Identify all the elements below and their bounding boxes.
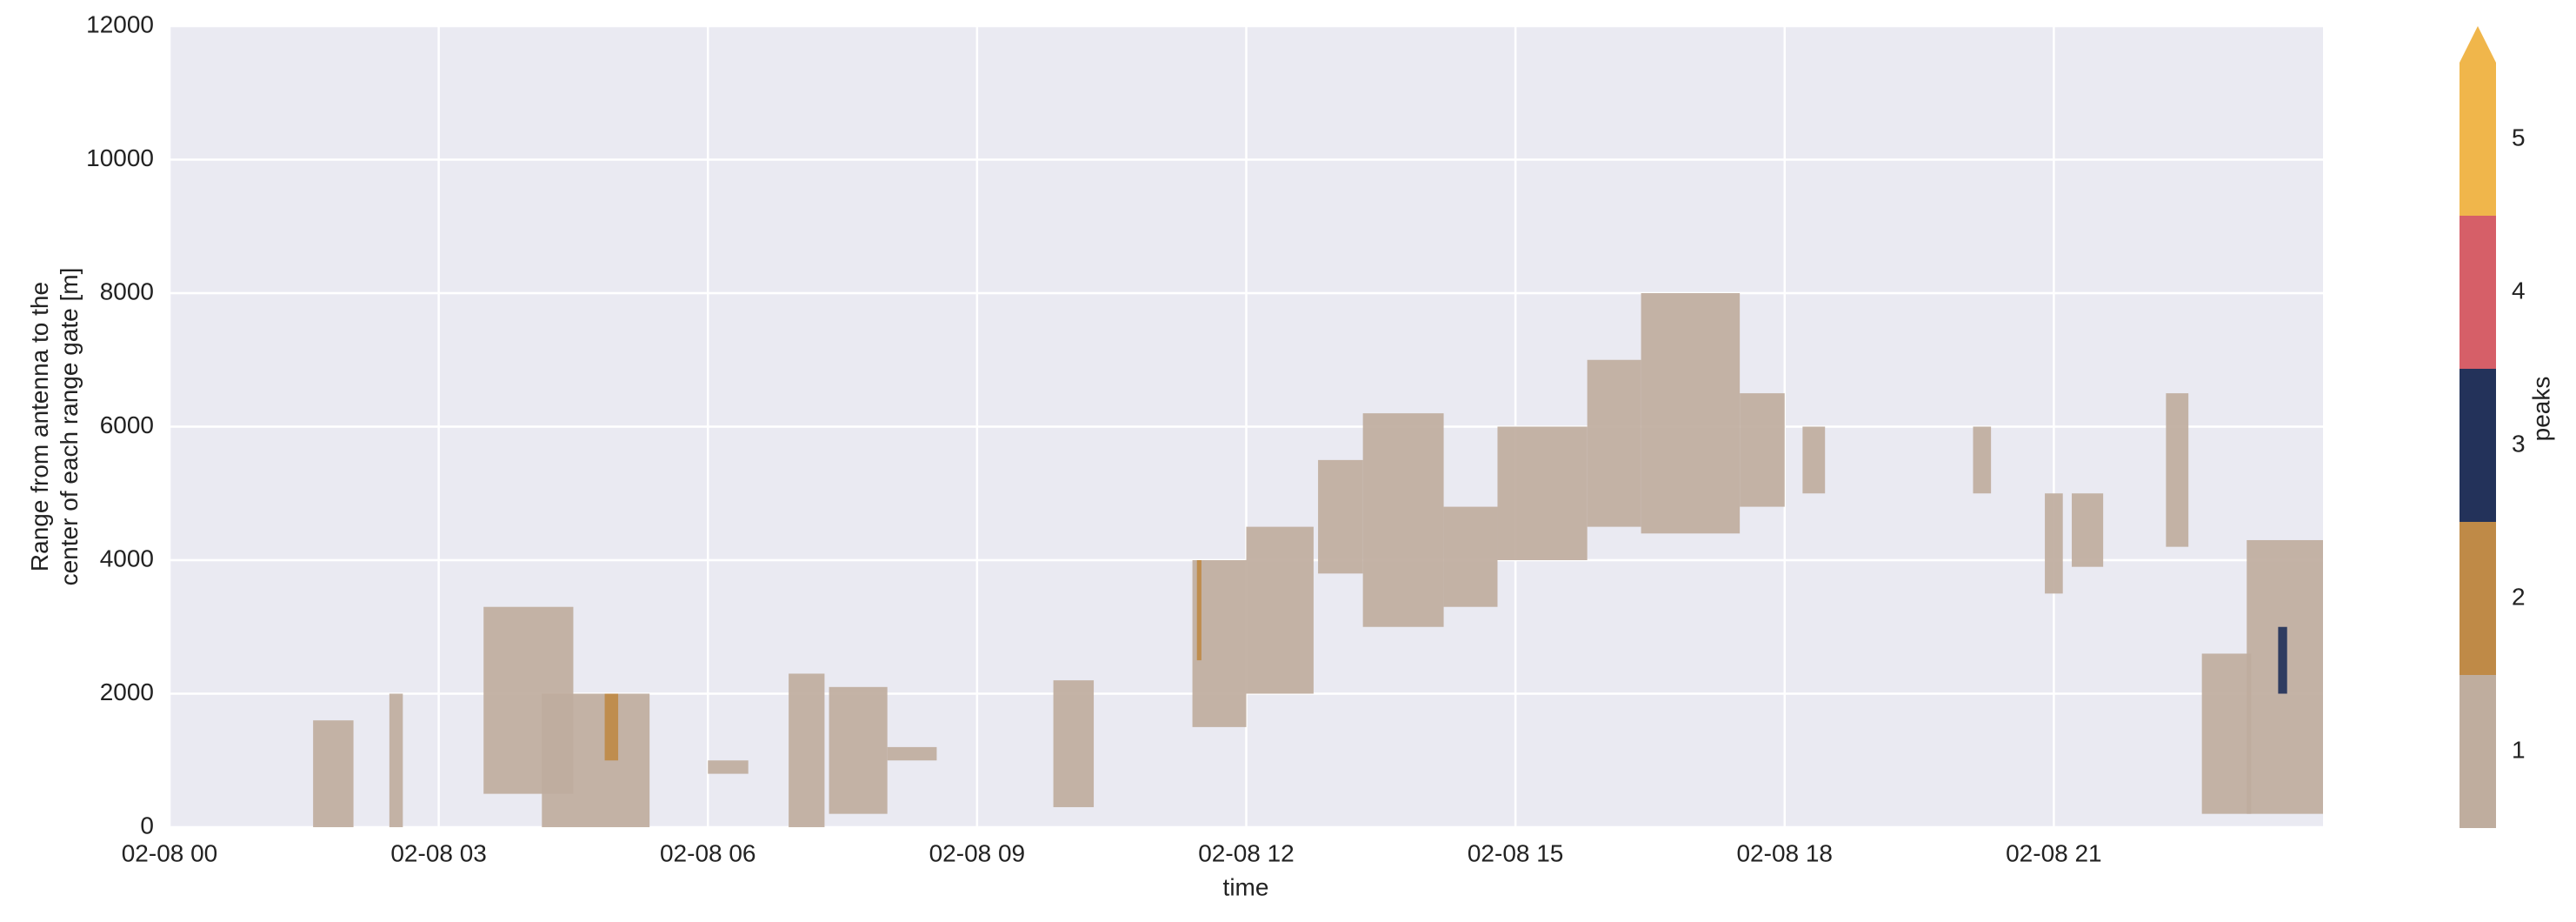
x-tick-label: 02-08 15 — [1468, 839, 1564, 866]
colorbar-tick-label: 5 — [2512, 124, 2526, 150]
echo-region — [829, 686, 888, 814]
echo-region — [1053, 680, 1095, 807]
x-tick-label: 02-08 21 — [2006, 839, 2102, 866]
colorbar-label: peaks — [2527, 377, 2554, 442]
x-tick-label: 02-08 06 — [660, 839, 756, 866]
echo-region — [1641, 293, 1741, 534]
y-axis-label-line: center of each range gate [m] — [56, 268, 83, 586]
colorbar-segment — [2460, 216, 2496, 369]
echo-region — [542, 693, 650, 827]
x-tick-label: 02-08 00 — [122, 839, 218, 866]
y-tick-label: 8000 — [100, 277, 154, 304]
echo-region — [1318, 459, 1363, 574]
colorbar-tick-label: 4 — [2512, 277, 2526, 304]
colorbar-extension — [2460, 26, 2496, 63]
echo-region — [1802, 426, 1826, 494]
y-tick-label: 2000 — [100, 678, 154, 705]
echo-region — [789, 673, 825, 827]
y-axis-label: Range from antenna to the center of each … — [26, 268, 83, 586]
echo-region — [2201, 653, 2252, 814]
x-tick-label: 02-08 18 — [1736, 839, 1833, 866]
echo-region — [1497, 426, 1588, 560]
y-tick-label: 12000 — [86, 10, 154, 37]
echo-region — [1587, 359, 1641, 527]
x-axis-label: time — [1223, 873, 1269, 900]
colorbar-tick-label: 1 — [2512, 736, 2526, 763]
y-axis-label-line: Range from antenna to the — [26, 282, 53, 571]
echo-region — [2072, 493, 2104, 567]
echo-region — [313, 720, 354, 827]
colorbar-segment — [2460, 522, 2496, 675]
echo-region — [2166, 393, 2189, 547]
echo-region — [2045, 493, 2063, 594]
echo-region — [887, 746, 937, 761]
x-tick-label: 02-08 09 — [929, 839, 1026, 866]
colorbar-tick-label: 3 — [2512, 430, 2526, 457]
y-tick-label: 6000 — [100, 411, 154, 438]
echo-region — [1246, 526, 1314, 694]
y-tick-label: 10000 — [86, 144, 154, 171]
colorbar-segment — [2460, 63, 2496, 216]
echo-region — [1740, 393, 1785, 507]
echo-region — [708, 760, 749, 774]
x-tick-label: 02-08 12 — [1198, 839, 1295, 866]
y-tick-label: 0 — [140, 812, 154, 838]
echo-region — [2278, 626, 2287, 694]
y-tick-label: 4000 — [100, 545, 154, 571]
colorbar-segment — [2460, 369, 2496, 522]
x-tick-label: 02-08 03 — [390, 839, 487, 866]
echo-region — [1443, 506, 1498, 607]
echo-region — [389, 693, 403, 827]
echo-region — [1973, 426, 1992, 494]
echo-region — [1196, 560, 1201, 661]
echo-region — [1362, 413, 1444, 627]
colorbar-tick-label: 2 — [2512, 583, 2526, 610]
colorbar-segment — [2460, 675, 2496, 828]
echo-region — [604, 693, 619, 761]
